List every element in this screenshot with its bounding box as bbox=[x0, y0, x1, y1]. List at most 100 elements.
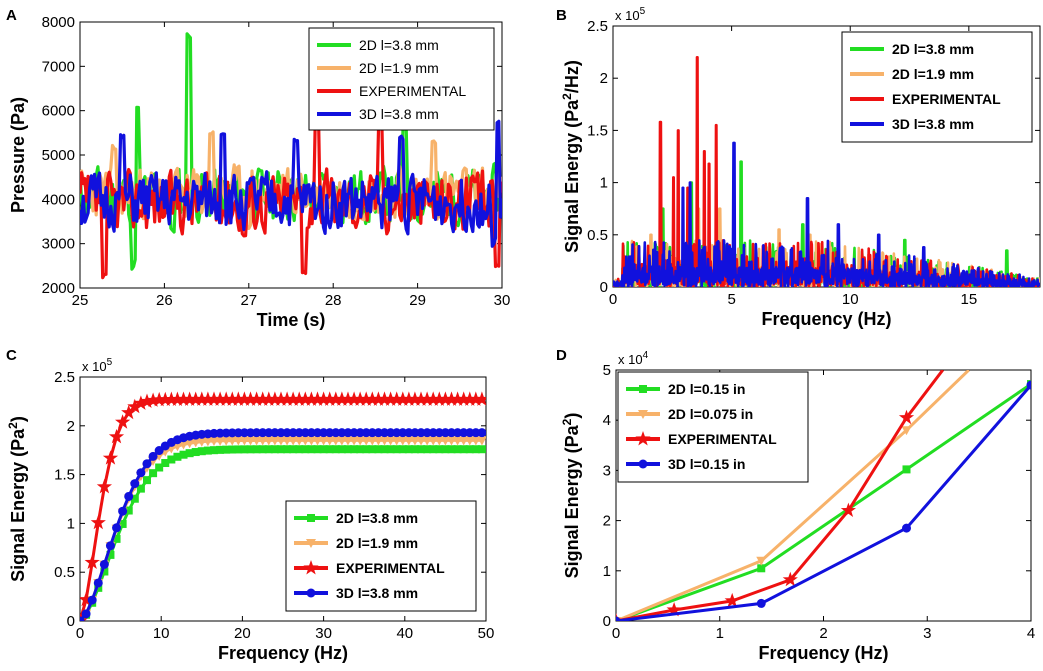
y-tick-label: 2.5 bbox=[587, 18, 608, 35]
data-point bbox=[410, 445, 419, 454]
legend: 2D l=3.8 mm 2D l=1.9 mm EXPERIMENTAL 3D l=3… bbox=[841, 31, 1033, 143]
data-point bbox=[383, 391, 399, 406]
data-point bbox=[264, 445, 273, 454]
x-tick-label: 27 bbox=[240, 292, 257, 309]
y-axis-label: Signal Energy (Pa2) bbox=[6, 416, 28, 582]
data-point bbox=[169, 391, 185, 406]
data-point bbox=[80, 591, 94, 607]
y-tick-label: 8000 bbox=[42, 14, 75, 31]
data-point bbox=[206, 391, 222, 406]
data-point bbox=[471, 445, 480, 454]
data-point bbox=[236, 391, 252, 406]
y-tick-label: 7000 bbox=[42, 58, 75, 75]
data-point bbox=[81, 609, 91, 619]
legend-label: 2D l=3.8 mm bbox=[892, 41, 974, 57]
x-tick-label: 5 bbox=[727, 291, 735, 308]
data-point bbox=[279, 391, 295, 406]
legend: 2D l=3.8 mm 2D l=1.9 mm EXPERIMENTAL 3D l=3… bbox=[285, 500, 477, 612]
y-axis-label: Pressure (Pa) bbox=[8, 97, 28, 213]
data-point bbox=[453, 445, 462, 454]
data-point bbox=[112, 534, 121, 543]
legend-marker bbox=[638, 459, 648, 469]
x-axis-label: Frequency (Hz) bbox=[761, 309, 891, 329]
data-point bbox=[145, 392, 161, 407]
data-point bbox=[477, 445, 486, 454]
legend-label: 2D l=3.8 mm bbox=[336, 510, 418, 526]
data-point bbox=[112, 523, 122, 533]
data-point bbox=[194, 391, 210, 406]
x-tick-label: 3 bbox=[923, 625, 931, 642]
data-point bbox=[325, 445, 334, 454]
data-point bbox=[450, 391, 466, 406]
data-point bbox=[276, 445, 285, 454]
data-point bbox=[303, 391, 319, 406]
legend-label: 2D l=3.8 mm bbox=[359, 37, 439, 53]
panel-letter: A bbox=[6, 7, 17, 24]
data-point bbox=[255, 391, 271, 406]
data-point bbox=[185, 449, 194, 458]
data-point bbox=[258, 445, 267, 454]
data-point bbox=[902, 465, 911, 474]
data-point bbox=[319, 445, 328, 454]
data-point bbox=[203, 446, 212, 455]
data-point bbox=[216, 445, 225, 454]
data-point bbox=[212, 391, 228, 406]
data-point bbox=[100, 567, 109, 576]
legend-label: EXPERIMENTAL bbox=[892, 91, 1001, 107]
data-point bbox=[151, 391, 167, 407]
data-point bbox=[666, 602, 682, 617]
data-point bbox=[118, 519, 127, 528]
legend-label: 2D l=1.9 mm bbox=[892, 66, 974, 82]
data-point bbox=[386, 445, 395, 454]
data-point bbox=[392, 445, 401, 454]
legend-label: 2D l=0.075 in bbox=[668, 406, 753, 422]
legend-label: 2D l=1.9 mm bbox=[336, 535, 418, 551]
data-point bbox=[267, 391, 283, 406]
data-point bbox=[80, 616, 85, 621]
data-point bbox=[178, 440, 189, 450]
data-point bbox=[419, 391, 435, 406]
y-tick-label: 6000 bbox=[42, 103, 75, 120]
data-point bbox=[197, 447, 206, 456]
panel-letter: D bbox=[556, 347, 567, 364]
data-point bbox=[240, 445, 249, 454]
data-point bbox=[148, 451, 158, 461]
legend-label: 3D l=3.8 mm bbox=[359, 106, 439, 122]
data-point bbox=[435, 445, 444, 454]
x-axis-label: Frequency (Hz) bbox=[218, 643, 348, 663]
legend-marker bbox=[307, 514, 315, 522]
data-point bbox=[202, 437, 213, 447]
data-point bbox=[301, 445, 310, 454]
data-point bbox=[196, 437, 207, 447]
data-point bbox=[316, 391, 332, 406]
data-point bbox=[230, 391, 246, 406]
x-tick-label: 25 bbox=[72, 292, 89, 309]
x-axis-label: Frequency (Hz) bbox=[758, 643, 888, 663]
y-axis-label: Signal Energy (Pa2) bbox=[560, 413, 582, 579]
y-tick-label: 2 bbox=[603, 513, 611, 530]
x-tick-label: 15 bbox=[960, 291, 977, 308]
data-point bbox=[441, 445, 450, 454]
series-line bbox=[80, 119, 502, 248]
data-point bbox=[368, 445, 377, 454]
data-point bbox=[334, 391, 350, 406]
data-point bbox=[142, 476, 151, 485]
data-point bbox=[616, 616, 621, 621]
panel-B: B 0 5 10 15 0 0.5 1 1.5 2 2.5 Frequency (Hz) Signal … bbox=[556, 6, 1041, 329]
data-point bbox=[901, 426, 912, 436]
data-point bbox=[468, 391, 484, 406]
data-point bbox=[343, 445, 352, 454]
data-point bbox=[242, 391, 259, 406]
y-tick-label: 0.5 bbox=[54, 564, 75, 581]
data-point bbox=[105, 541, 115, 551]
x-tick-label: 26 bbox=[156, 292, 173, 309]
legend-marker bbox=[306, 539, 316, 548]
data-point bbox=[757, 564, 766, 573]
legend-label: 2D l=0.15 in bbox=[668, 381, 745, 397]
legend-label: 3D l=3.8 mm bbox=[892, 116, 974, 132]
data-point bbox=[273, 391, 289, 406]
x-tick-label: 30 bbox=[494, 292, 511, 309]
data-point bbox=[179, 450, 188, 459]
data-point bbox=[283, 445, 292, 454]
axis-exponent: x 105 bbox=[82, 357, 113, 374]
